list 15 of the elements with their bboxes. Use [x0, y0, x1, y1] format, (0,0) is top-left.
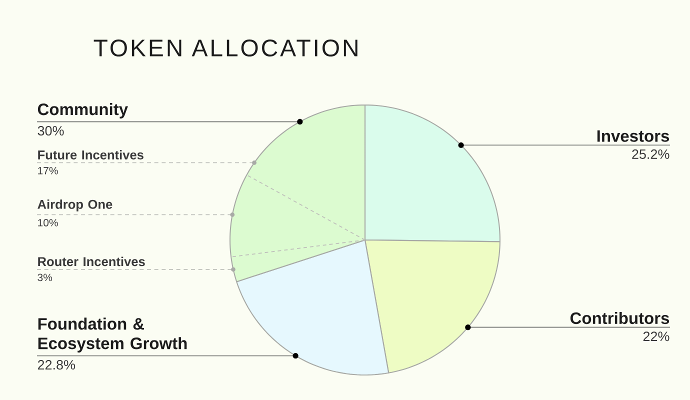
slice-label: Contributors [570, 312, 670, 324]
chart-title: TOKEN ALLOCATION [94, 39, 358, 56]
slice-label: Router Incentives [38, 256, 145, 266]
data-label: 3% [38, 274, 52, 282]
data-label: 10% [38, 218, 58, 226]
data-label: 17% [38, 166, 58, 174]
data-label: 25.2% [632, 149, 670, 159]
data-label: 22% [643, 332, 670, 342]
slice-label: Airdrop One [38, 200, 112, 212]
text: Community [38, 103, 128, 118]
slice-label: Investors [597, 130, 670, 142]
text: 30% [38, 126, 64, 136]
slice-label: Future Incentives [38, 150, 144, 160]
slice-label: Foundation & Ecosystem Growth [38, 318, 187, 352]
data-label: 22.8% [38, 360, 76, 370]
